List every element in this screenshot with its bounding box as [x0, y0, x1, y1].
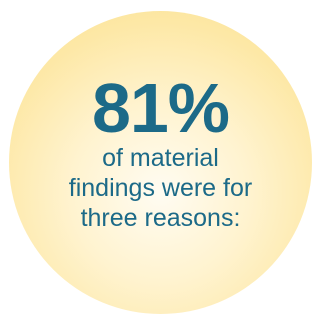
stat-value: 81%: [91, 69, 230, 147]
stat-caption-line: three reasons:: [80, 204, 241, 232]
stat-caption-line: findings were for: [68, 174, 253, 202]
stat-caption-line: of material: [102, 144, 219, 172]
stat-caption: of material findings were for three reas…: [69, 143, 252, 233]
stat-circle: 81% of material findings were for three …: [9, 11, 312, 314]
